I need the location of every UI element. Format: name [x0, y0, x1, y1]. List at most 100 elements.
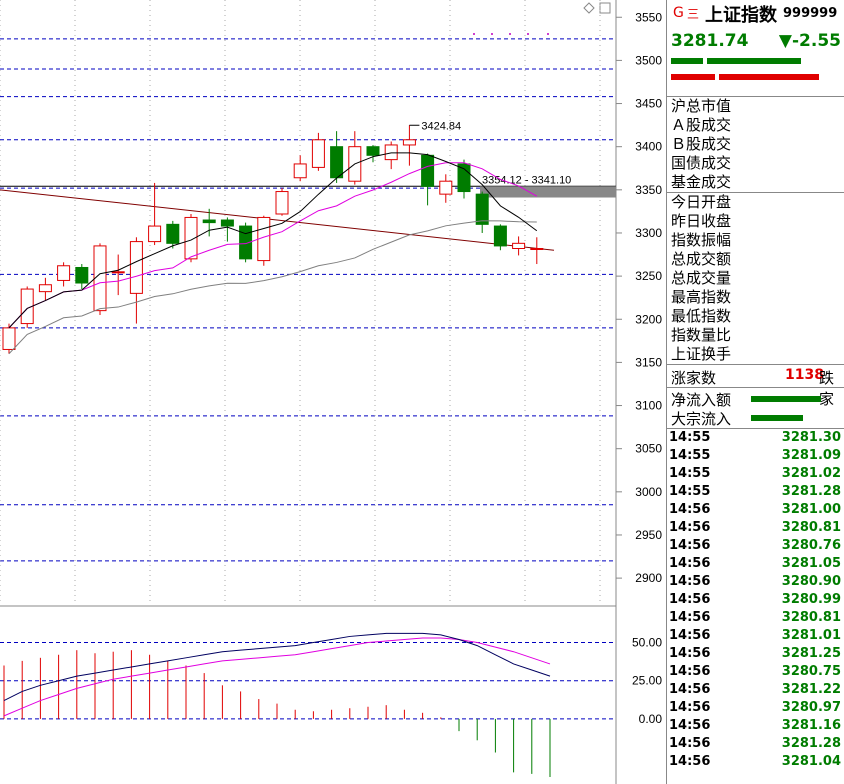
- tick-price: 3281.28: [781, 736, 841, 751]
- tick-price: 3280.75: [781, 664, 841, 679]
- tick-price: 3281.01: [781, 628, 841, 643]
- y-tick-label: 3150: [635, 355, 662, 369]
- tick-time: 14:55: [669, 430, 711, 445]
- y-tick-label: 3200: [635, 312, 662, 326]
- y-tick-label: 3300: [635, 226, 662, 240]
- tick-row: 14:56 3280.81: [667, 609, 844, 627]
- tick-price: 3280.76: [781, 538, 841, 553]
- trend-line: [0, 189, 555, 251]
- green-bar-1: [671, 58, 703, 64]
- chart-area[interactable]: 3550 3500 3450 3400 3350 3300 3250 3200 3150 3100…: [0, 0, 666, 784]
- tick-row: 14:55 3281.09: [667, 447, 844, 465]
- sub-y-tick-label: 0.00: [639, 712, 663, 726]
- market-labels: 沪总市值 Ａ股成交 Ｂ股成交 国债成交 基金成交: [667, 97, 844, 193]
- tick-price: 3281.04: [781, 754, 841, 769]
- tick-row: 14:56 3280.76: [667, 537, 844, 555]
- net-inflow-label: 净流入额: [671, 391, 732, 409]
- candle-body: [220, 219, 234, 227]
- breadth-row: 涨家数 1138 跌家: [667, 365, 844, 408]
- tick-time: 14:56: [669, 646, 711, 661]
- tick-row: 14:56 3281.04: [667, 753, 844, 771]
- tick-row: 14:56 3281.00: [667, 501, 844, 519]
- red-bar-2: [719, 74, 819, 80]
- tick-time: 14:56: [669, 538, 711, 553]
- market-label-2: Ｂ股成交: [671, 135, 732, 153]
- candle-body: [421, 154, 435, 187]
- candle-body: [166, 223, 180, 244]
- market-label-0: 沪总市值: [671, 97, 732, 115]
- index-code: 999999: [783, 6, 838, 21]
- tick-list[interactable]: 14:55 3281.30 14:55 3281.09 14:55 3281.02 14:5…: [667, 429, 844, 771]
- candle-body: [202, 219, 216, 224]
- red-bar-1: [671, 74, 715, 80]
- candle-body: [129, 241, 143, 294]
- day-label-2: 指数振幅: [671, 231, 732, 249]
- candle-body: [402, 139, 416, 146]
- day-label-6: 最低指数: [671, 307, 732, 325]
- y-tick-label: 3550: [635, 10, 662, 24]
- tick-time: 14:56: [669, 520, 711, 535]
- tick-row: 14:56 3281.16: [667, 717, 844, 735]
- day-label-1: 昨日收盘: [671, 212, 732, 230]
- tick-time: 14:55: [669, 466, 711, 481]
- tick-time: 14:56: [669, 664, 711, 679]
- sub-y-tick-label: 50.00: [632, 636, 662, 650]
- block-inflow-row: 大宗流入: [667, 408, 844, 428]
- tick-time: 14:56: [669, 610, 711, 625]
- g-label[interactable]: G: [673, 5, 684, 21]
- net-inflow-row: 净流入额: [667, 389, 844, 409]
- range-zone: [480, 186, 616, 198]
- tick-time: 14:56: [669, 754, 711, 769]
- tick-row: 14:55 3281.02: [667, 465, 844, 483]
- diamond-icon: [583, 2, 595, 14]
- y-tick-label: 2900: [635, 571, 662, 585]
- y-tick-label: 3000: [635, 485, 662, 499]
- tick-time: 14:56: [669, 592, 711, 607]
- candle-body: [148, 225, 162, 243]
- tick-row: 14:56 3280.97: [667, 699, 844, 717]
- rise-count: 1138: [785, 367, 824, 383]
- quote-header: G 三 上证指数 999999: [667, 0, 844, 28]
- candle-body: [457, 163, 471, 193]
- tick-time: 14:56: [669, 574, 711, 589]
- tick-row: 14:56 3280.75: [667, 663, 844, 681]
- maximize-icon: [599, 2, 611, 14]
- tick-row: 14:56 3281.22: [667, 681, 844, 699]
- marker-dot: [491, 33, 493, 35]
- menu-icon[interactable]: 三: [687, 7, 700, 21]
- tick-price: 3281.00: [781, 502, 841, 517]
- last-price: 3281.74: [671, 31, 749, 51]
- candle-body: [366, 146, 380, 156]
- candlestick-chart[interactable]: 3550 3500 3450 3400 3350 3300 3250 3200 3150 3100…: [0, 0, 666, 784]
- day-label-8: 上证换手: [671, 345, 732, 363]
- tick-row: 14:56 3281.05: [667, 555, 844, 573]
- green-bar-2: [707, 58, 801, 64]
- tick-price: 3280.90: [781, 574, 841, 589]
- day-label-5: 最高指数: [671, 288, 732, 306]
- tick-time: 14:56: [669, 700, 711, 715]
- market-label-1: Ａ股成交: [671, 116, 732, 134]
- tick-price: 3281.28: [781, 484, 841, 499]
- tick-time: 14:56: [669, 556, 711, 571]
- marker-dot: [547, 33, 549, 35]
- tick-row: 14:55 3281.30: [667, 429, 844, 447]
- fall-label: 跌家: [819, 369, 835, 408]
- marker-dot: [473, 33, 475, 35]
- tick-time: 14:56: [669, 502, 711, 517]
- index-name: 上证指数: [705, 5, 777, 26]
- tick-price: 3281.22: [781, 682, 841, 697]
- y-tick-label: 2950: [635, 528, 662, 542]
- dif-line: [3, 632, 551, 702]
- candle-body: [184, 216, 198, 260]
- y-tick-label: 3400: [635, 140, 662, 154]
- price-change: ▼-2.55: [778, 31, 841, 51]
- tick-row: 14:56 3280.90: [667, 573, 844, 591]
- tick-row: 14:56 3280.99: [667, 591, 844, 609]
- tick-time: 14:55: [669, 448, 711, 463]
- block-inflow-label: 大宗流入: [671, 410, 732, 428]
- day-label-3: 总成交额: [671, 250, 732, 268]
- day-labels: 今日开盘 昨日收盘 指数振幅 总成交额 总成交量 最高指数 最低指数 指数量比 上证换手: [667, 193, 844, 365]
- candle-body: [275, 191, 289, 215]
- candle-body: [111, 271, 125, 274]
- y-tick-label: 3350: [635, 183, 662, 197]
